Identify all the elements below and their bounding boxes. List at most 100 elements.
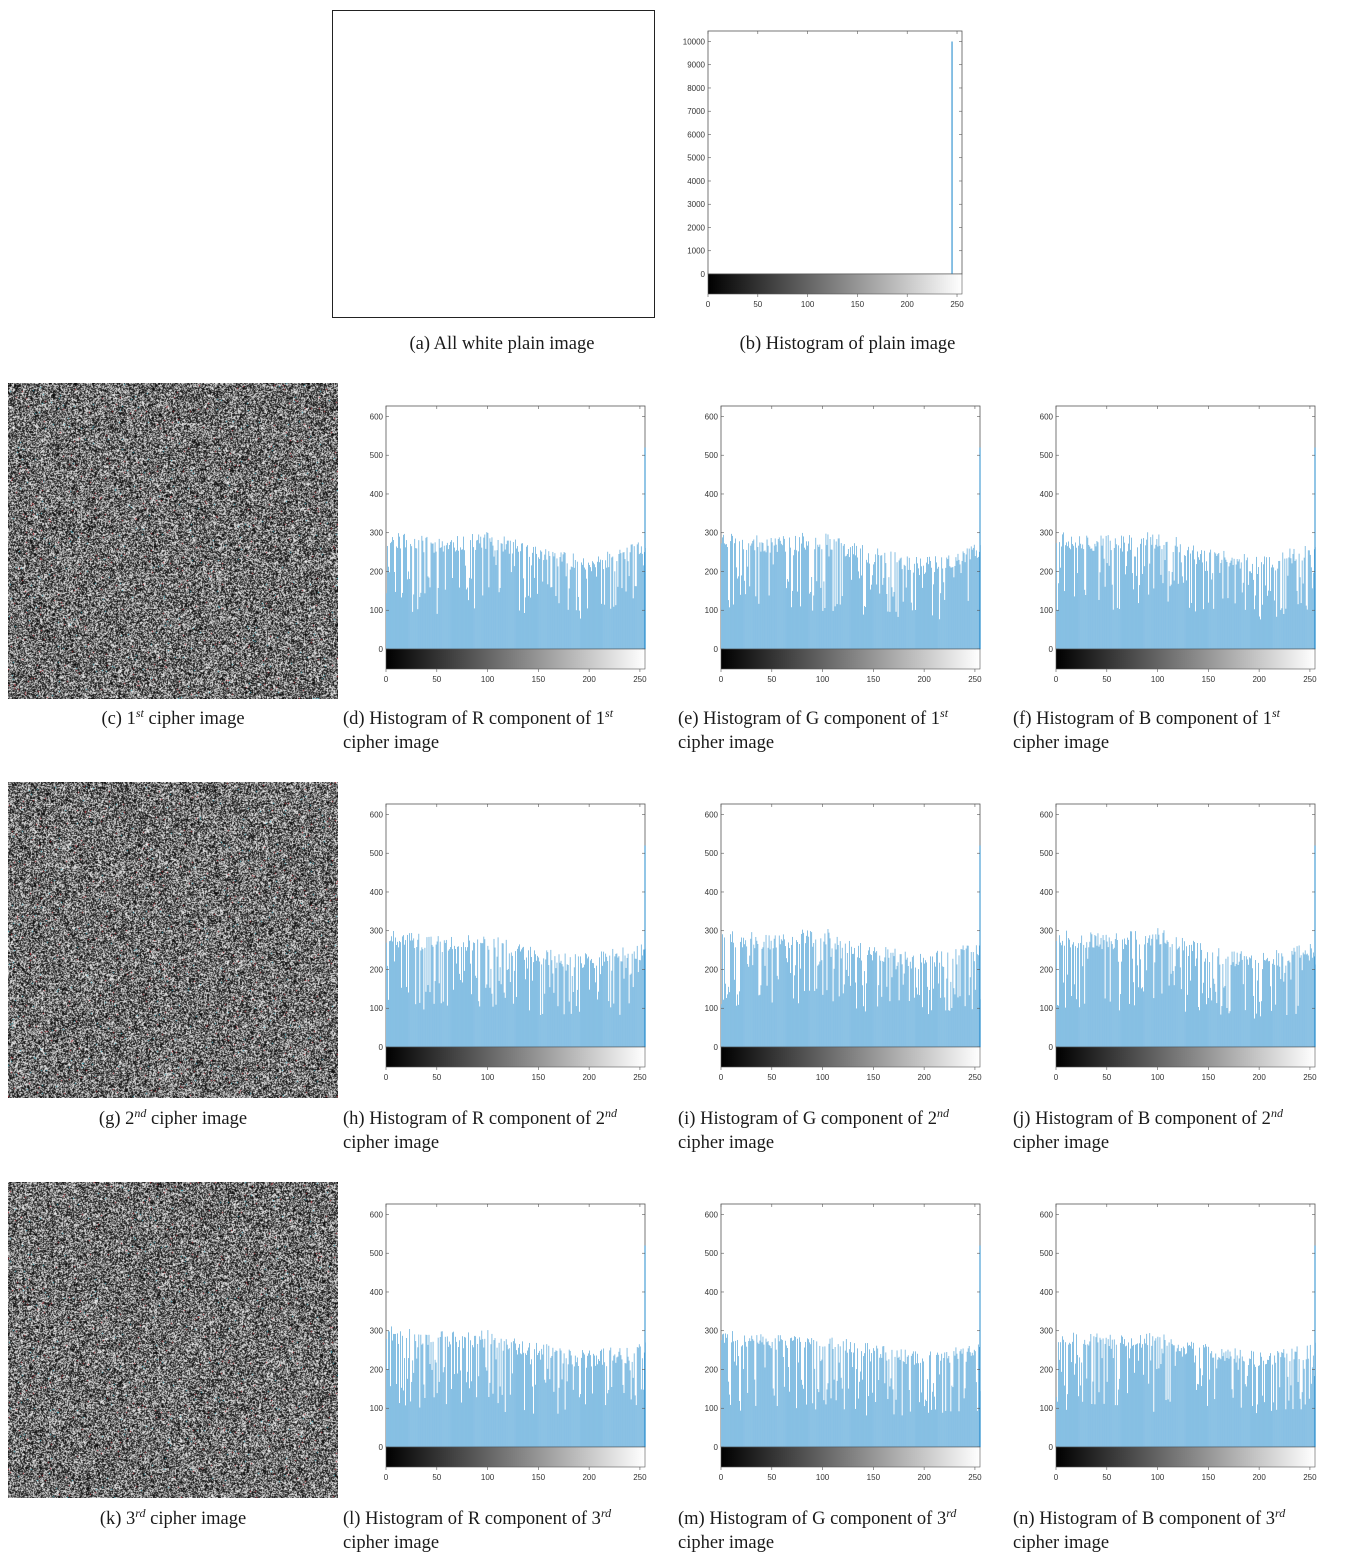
histogram-bar [416, 548, 418, 649]
histogram-bar [1188, 546, 1189, 649]
histogram-bar [756, 940, 758, 1047]
histogram-bar [1058, 1342, 1059, 1447]
x-tick-label: 0 [384, 1473, 389, 1482]
histogram-bar [542, 581, 544, 649]
histogram-bar [775, 1349, 777, 1447]
histogram-bar [617, 1356, 619, 1447]
histogram-bar [534, 950, 535, 1047]
y-tick-label: 500 [1040, 1249, 1054, 1258]
histogram-bar [527, 1350, 528, 1447]
histogram-bar [770, 940, 772, 1047]
histogram-bar [525, 1353, 526, 1447]
histogram-bar [1126, 944, 1127, 1047]
histogram-bar [1199, 1347, 1200, 1447]
histogram-bar [820, 938, 822, 1047]
histogram-bar [946, 1352, 948, 1447]
histogram-bar [1138, 603, 1139, 649]
histogram-bar [869, 1349, 870, 1447]
histogram-bar [594, 564, 595, 649]
caption-h: (h) Histogram of R component of 2nd ciphe… [343, 1107, 678, 1155]
histogram-bar [640, 1389, 642, 1447]
histogram-bar [632, 987, 634, 1047]
histogram-bar [1268, 1359, 1269, 1447]
histogram-bar [768, 595, 770, 649]
histogram-bar [1258, 962, 1259, 1047]
histogram-bar [909, 1411, 911, 1447]
histogram-bar [1198, 1384, 1199, 1447]
histogram-bar [628, 1003, 630, 1047]
histogram-bar [826, 1389, 828, 1447]
histogram-bar [1266, 1363, 1267, 1447]
histogram-bar [434, 1359, 436, 1447]
histogram-bar [604, 1362, 606, 1447]
histogram-bar [1289, 1361, 1291, 1447]
histogram-bar [774, 1338, 776, 1447]
histogram-bar [621, 588, 623, 649]
histogram-bar [1069, 547, 1070, 649]
histogram-bar [439, 1336, 441, 1447]
histogram-bar [1077, 1354, 1078, 1447]
histogram-bar [1090, 1333, 1092, 1447]
histogram-bar [741, 1346, 742, 1447]
histogram-bar [854, 1343, 855, 1447]
histogram-bar [834, 943, 836, 1047]
histogram-bar [521, 1354, 522, 1447]
histogram-bar [841, 947, 843, 1047]
histogram-bar [755, 1405, 757, 1447]
histogram-bar [1267, 1359, 1268, 1447]
histogram-bar [823, 1400, 825, 1447]
histogram-bar [864, 606, 865, 649]
histogram-bar [598, 991, 599, 1047]
histogram-bar [875, 554, 877, 649]
histogram-bar [778, 935, 780, 1047]
histogram-bar [1146, 970, 1148, 1047]
histogram-bar [1216, 1368, 1218, 1447]
histogram-bar [888, 1359, 890, 1447]
histogram-bar [1060, 567, 1061, 649]
histogram-bar [916, 987, 917, 1047]
histogram-bar [762, 947, 764, 1047]
x-tick-label: 250 [968, 1473, 982, 1482]
histogram-bar [577, 956, 579, 1047]
histogram-bar [571, 567, 573, 649]
histogram-bar [538, 557, 540, 649]
histogram-bar [641, 553, 643, 649]
histogram-bar [1209, 1379, 1211, 1447]
histogram-bar [639, 960, 641, 1047]
histogram-bar [642, 565, 644, 649]
histogram-bar [626, 1347, 628, 1447]
histogram-bar [721, 1004, 722, 1047]
histogram-bar [864, 1353, 865, 1447]
histogram-bar [1311, 588, 1313, 649]
histogram-bar [893, 1414, 895, 1447]
histogram-bar [1301, 560, 1303, 649]
histogram-bar [739, 1401, 740, 1447]
histogram-bar [462, 549, 463, 649]
histogram-bar [1308, 550, 1310, 649]
histogram-bar [794, 1336, 795, 1447]
histogram-bar [1176, 1348, 1178, 1447]
histogram-bar [1104, 1343, 1106, 1447]
histogram-bar [1098, 599, 1100, 649]
histogram-bar [906, 957, 908, 1047]
histogram-bar [596, 1355, 597, 1447]
histogram-bar [833, 968, 835, 1047]
histogram-bar [622, 1384, 624, 1447]
histogram-bar [506, 970, 508, 1047]
histogram-bar [947, 952, 949, 1047]
histogram-bar [636, 945, 638, 1047]
histogram-bar [823, 581, 825, 649]
histogram-bar [1222, 1356, 1224, 1447]
histogram-bar [557, 1413, 559, 1447]
histogram-bar [638, 959, 640, 1047]
histogram-bar [858, 1398, 859, 1447]
x-tick-label: 250 [1303, 1073, 1317, 1082]
histogram-bar [757, 943, 759, 1047]
histogram-bar [609, 955, 611, 1047]
histogram-bar [445, 1404, 447, 1447]
histogram-bar [1137, 965, 1138, 1047]
x-tick-label: 100 [801, 300, 815, 309]
histogram-bar [1146, 539, 1148, 649]
histogram-bar [911, 610, 913, 649]
histogram-bar [555, 596, 557, 649]
